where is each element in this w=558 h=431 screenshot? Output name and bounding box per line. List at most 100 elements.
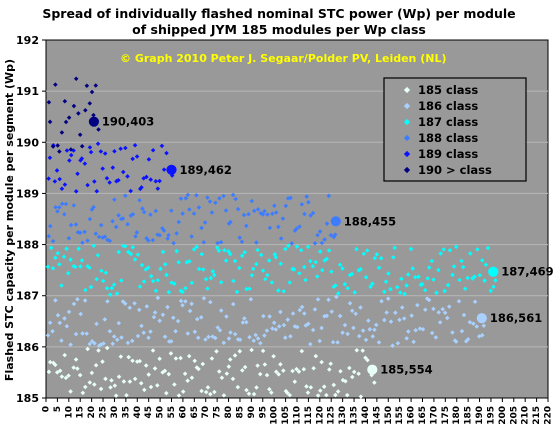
data-point [297,224,302,229]
mean-marker [166,164,177,175]
data-point [353,311,358,317]
data-point [429,330,435,336]
data-point [148,273,154,279]
data-point [221,340,227,346]
data-point [493,278,498,283]
data-point [383,279,389,284]
data-point [382,289,387,294]
data-point [162,334,168,340]
x-tick-label: 130 [338,406,348,425]
data-point [276,372,281,377]
data-point [175,318,181,324]
data-point [68,257,73,262]
data-point [397,290,403,295]
data-point [391,255,396,260]
data-point [56,205,62,210]
data-point [192,329,198,335]
data-point [160,312,166,318]
x-tick-label: 155 [395,406,405,425]
data-point [399,276,404,282]
data-point [57,176,62,182]
data-point [168,351,174,356]
data-point [254,385,259,390]
data-point [244,387,249,393]
data-point [411,339,416,345]
y-axis-ticks: 185 186 187 188 189 190 191 192 [16,34,46,405]
data-point [297,271,302,276]
data-point [199,388,204,394]
data-point [173,356,179,361]
data-point [376,340,382,345]
data-point [318,388,323,393]
data-point [247,334,252,340]
data-point [363,337,369,343]
data-point [47,119,53,125]
data-point [137,358,143,364]
data-point [416,274,421,279]
data-point [116,374,122,380]
data-point [135,252,141,257]
data-point [73,76,79,82]
data-point [118,146,123,152]
data-point [213,335,218,341]
data-point [237,337,243,343]
data-point [127,379,133,384]
data-point [461,312,467,318]
data-point [155,277,161,283]
data-point [420,326,426,332]
data-point [148,384,154,390]
data-point [295,324,300,330]
mean-marker [330,216,341,227]
data-point [367,327,373,332]
data-point [423,307,428,313]
x-tick-label: 100 [270,406,280,425]
data-point [132,301,137,306]
x-tick-label: 115 [304,406,314,425]
data-point [453,339,459,344]
data-point [176,393,182,398]
data-point [372,255,378,261]
data-point [224,314,229,319]
data-point [249,347,254,353]
x-tick-label: 185 [464,406,474,425]
data-point [82,298,88,303]
data-point [80,240,85,245]
legend-label: 187 class [418,115,478,129]
data-point [290,311,296,316]
data-point [248,296,254,302]
data-point [395,340,401,346]
data-point [110,341,115,347]
data-point [122,244,128,249]
data-point [107,238,113,244]
data-point [459,258,464,264]
data-point [445,315,450,321]
data-point [324,256,329,262]
data-point [251,338,256,344]
data-point [146,335,151,340]
data-point [319,240,325,246]
mean-markers: 185,554 186,561 187,469 188,455 189,462 190,4… [88,115,554,377]
data-point [294,366,299,372]
data-point [78,264,83,269]
data-point [285,390,290,396]
data-point [94,276,99,282]
data-point [249,272,255,278]
data-point [91,204,96,210]
data-point [264,372,270,378]
data-point [152,366,158,371]
data-point [166,289,172,295]
data-point [84,83,90,88]
data-point [270,211,275,217]
data-point [358,394,364,399]
legend-label: 189 class [418,147,478,161]
data-point [267,386,272,392]
legend-label: 186 class [418,99,478,113]
data-point [319,359,324,365]
data-point [465,336,471,342]
data-point [182,371,188,377]
data-point [114,291,120,296]
data-point [48,245,54,251]
y-axis-label: Flashed STC capacity per module per segm… [3,59,16,381]
x-tick-label: 160 [407,406,417,425]
data-point [410,266,416,271]
